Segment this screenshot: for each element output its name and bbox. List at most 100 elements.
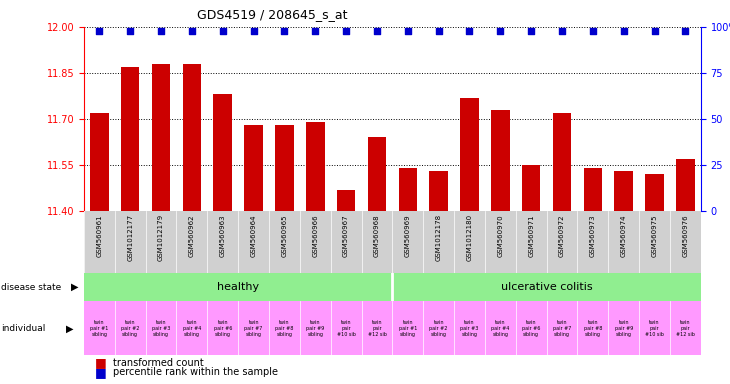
- Bar: [300, 301, 331, 355]
- Bar: [145, 211, 177, 273]
- Text: GSM560965: GSM560965: [282, 214, 288, 257]
- Text: ulcerative colitis: ulcerative colitis: [501, 282, 593, 292]
- Text: healthy: healthy: [217, 282, 259, 292]
- Point: [556, 28, 568, 34]
- Text: ▶: ▶: [66, 323, 73, 333]
- Bar: [454, 211, 485, 273]
- Bar: [670, 301, 701, 355]
- Text: GDS4519 / 208645_s_at: GDS4519 / 208645_s_at: [197, 8, 347, 21]
- Text: GSM560975: GSM560975: [652, 214, 658, 257]
- Text: twin
pair #1
sibling: twin pair #1 sibling: [399, 320, 417, 337]
- Bar: [182, 64, 201, 211]
- Bar: [423, 301, 454, 355]
- Bar: [553, 113, 572, 211]
- Text: twin
pair
#12 sib: twin pair #12 sib: [676, 320, 695, 337]
- Bar: [515, 301, 547, 355]
- Text: twin
pair #3
sibling: twin pair #3 sibling: [461, 320, 479, 337]
- Bar: [577, 301, 608, 355]
- Bar: [238, 211, 269, 273]
- Text: GSM560968: GSM560968: [374, 214, 380, 257]
- Bar: [177, 211, 207, 273]
- Text: GSM560970: GSM560970: [497, 214, 503, 257]
- Text: twin
pair
#12 sib: twin pair #12 sib: [367, 320, 386, 337]
- Bar: [393, 211, 423, 273]
- Text: twin
pair #2
sibling: twin pair #2 sibling: [429, 320, 447, 337]
- Bar: [245, 125, 263, 211]
- Text: twin
pair #7
sibling: twin pair #7 sibling: [553, 320, 571, 337]
- Text: GSM560973: GSM560973: [590, 214, 596, 257]
- Point: [340, 28, 352, 34]
- Bar: [331, 301, 361, 355]
- Bar: [90, 113, 109, 211]
- Text: twin
pair #2
sibling: twin pair #2 sibling: [121, 320, 139, 337]
- Bar: [547, 301, 577, 355]
- Text: twin
pair #4
sibling: twin pair #4 sibling: [491, 320, 510, 337]
- Bar: [207, 211, 238, 273]
- Text: GSM560966: GSM560966: [312, 214, 318, 257]
- Bar: [275, 125, 293, 211]
- Text: twin
pair #6
sibling: twin pair #6 sibling: [522, 320, 540, 337]
- Bar: [331, 211, 361, 273]
- Bar: [676, 159, 695, 211]
- Bar: [115, 301, 145, 355]
- Bar: [583, 168, 602, 211]
- Text: GSM560972: GSM560972: [559, 214, 565, 257]
- Bar: [152, 64, 170, 211]
- Bar: [522, 165, 540, 211]
- Bar: [615, 171, 633, 211]
- Bar: [485, 301, 515, 355]
- Point: [124, 28, 136, 34]
- Bar: [393, 301, 423, 355]
- Point: [310, 28, 321, 34]
- Text: GSM1012178: GSM1012178: [436, 214, 442, 262]
- Text: twin
pair #4
sibling: twin pair #4 sibling: [182, 320, 201, 337]
- Text: ■: ■: [95, 366, 107, 379]
- Bar: [515, 211, 547, 273]
- Bar: [429, 171, 448, 211]
- Bar: [306, 122, 325, 211]
- Bar: [577, 211, 608, 273]
- Point: [247, 28, 259, 34]
- Point: [186, 28, 198, 34]
- Bar: [213, 94, 232, 211]
- Point: [279, 28, 291, 34]
- Bar: [608, 211, 639, 273]
- Bar: [361, 301, 393, 355]
- Bar: [399, 168, 417, 211]
- Bar: [121, 67, 139, 211]
- Point: [618, 28, 629, 34]
- Bar: [177, 301, 207, 355]
- Bar: [84, 211, 115, 273]
- Point: [587, 28, 599, 34]
- Text: individual: individual: [1, 324, 45, 333]
- Bar: [639, 301, 670, 355]
- Bar: [491, 110, 510, 211]
- Text: twin
pair #9
sibling: twin pair #9 sibling: [306, 320, 324, 337]
- Bar: [361, 211, 393, 273]
- Bar: [454, 301, 485, 355]
- Text: ■: ■: [95, 356, 107, 369]
- Bar: [207, 301, 238, 355]
- Text: twin
pair #8
sibling: twin pair #8 sibling: [584, 320, 602, 337]
- Text: GSM560976: GSM560976: [683, 214, 688, 257]
- Bar: [460, 98, 479, 211]
- Bar: [269, 301, 300, 355]
- Text: disease state: disease state: [1, 283, 61, 291]
- Point: [371, 28, 383, 34]
- Point: [526, 28, 537, 34]
- Bar: [84, 301, 115, 355]
- Text: twin
pair
#10 sib: twin pair #10 sib: [645, 320, 664, 337]
- Text: twin
pair #6
sibling: twin pair #6 sibling: [214, 320, 232, 337]
- Point: [93, 28, 105, 34]
- Bar: [485, 211, 515, 273]
- Bar: [269, 211, 300, 273]
- Text: GSM1012177: GSM1012177: [127, 214, 133, 262]
- Bar: [608, 301, 639, 355]
- Bar: [300, 211, 331, 273]
- Text: twin
pair #9
sibling: twin pair #9 sibling: [615, 320, 633, 337]
- Bar: [393, 273, 701, 301]
- Point: [464, 28, 475, 34]
- Bar: [547, 211, 577, 273]
- Text: transformed count: transformed count: [113, 358, 204, 367]
- Bar: [639, 211, 670, 273]
